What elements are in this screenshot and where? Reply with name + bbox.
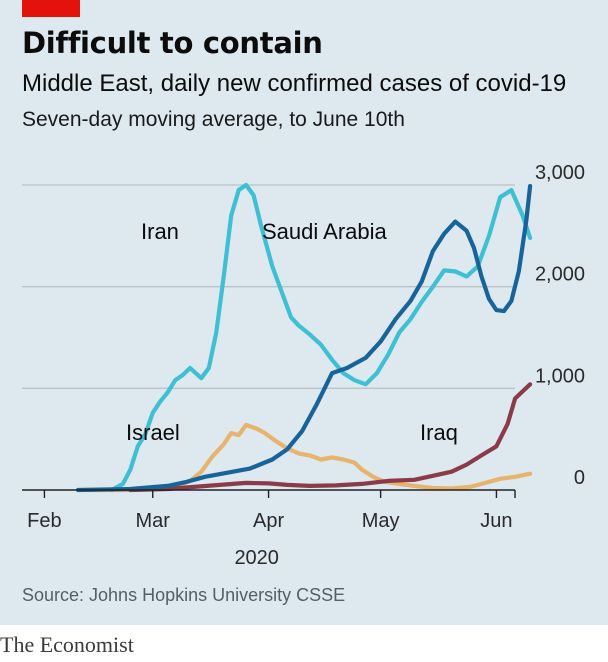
series-label-saudi-arabia: Saudi Arabia bbox=[262, 219, 388, 244]
x-axis-year-label: 2020 bbox=[234, 547, 279, 569]
brand-accent-bar bbox=[22, 0, 80, 17]
series-label-iraq: Iraq bbox=[420, 420, 458, 445]
series-line-iraq bbox=[128, 382, 533, 493]
series-labels: Iran Saudi Arabia Israel Iraq bbox=[126, 219, 458, 445]
x-tick-label-feb: Feb bbox=[27, 510, 61, 532]
x-axis-ticks: Feb Mar Apr May Jun bbox=[27, 490, 516, 532]
y-axis-tick-labels: 0 1,000 2,000 3,000 bbox=[535, 162, 585, 489]
line-chart: 0 1,000 2,000 3,000 Feb Mar Apr May Jun Iran Sau… bbox=[22, 162, 585, 569]
publisher-logo-text: The Economist bbox=[0, 632, 134, 657]
x-tick-label-mar: Mar bbox=[136, 510, 171, 532]
y-tick-label-0: 0 bbox=[574, 467, 585, 489]
source-note: Source: Johns Hopkins University CSSE bbox=[22, 585, 346, 605]
series-line-saudi-arabia bbox=[75, 183, 533, 493]
gridlines bbox=[22, 184, 515, 389]
series-line-iran bbox=[109, 182, 533, 493]
series-label-iran: Iran bbox=[141, 219, 179, 244]
x-tick-label-jun: Jun bbox=[480, 510, 512, 532]
y-tick-label-3000: 3,000 bbox=[535, 162, 585, 184]
series-line-israel bbox=[79, 422, 533, 493]
chart-subtitle: Middle East, daily new confirmed cases o… bbox=[22, 70, 567, 97]
y-tick-label-1000: 1,000 bbox=[535, 365, 585, 387]
series-lines bbox=[75, 182, 533, 493]
chart-panel: Difficult to contain Middle East, daily … bbox=[0, 0, 608, 625]
series-label-israel: Israel bbox=[126, 420, 180, 445]
x-tick-label-may: May bbox=[362, 510, 400, 532]
chart-note: Seven-day moving average, to June 10th bbox=[22, 108, 405, 131]
x-tick-label-apr: Apr bbox=[253, 510, 284, 532]
y-tick-label-2000: 2,000 bbox=[535, 264, 585, 286]
chart-title: Difficult to contain bbox=[22, 26, 323, 60]
